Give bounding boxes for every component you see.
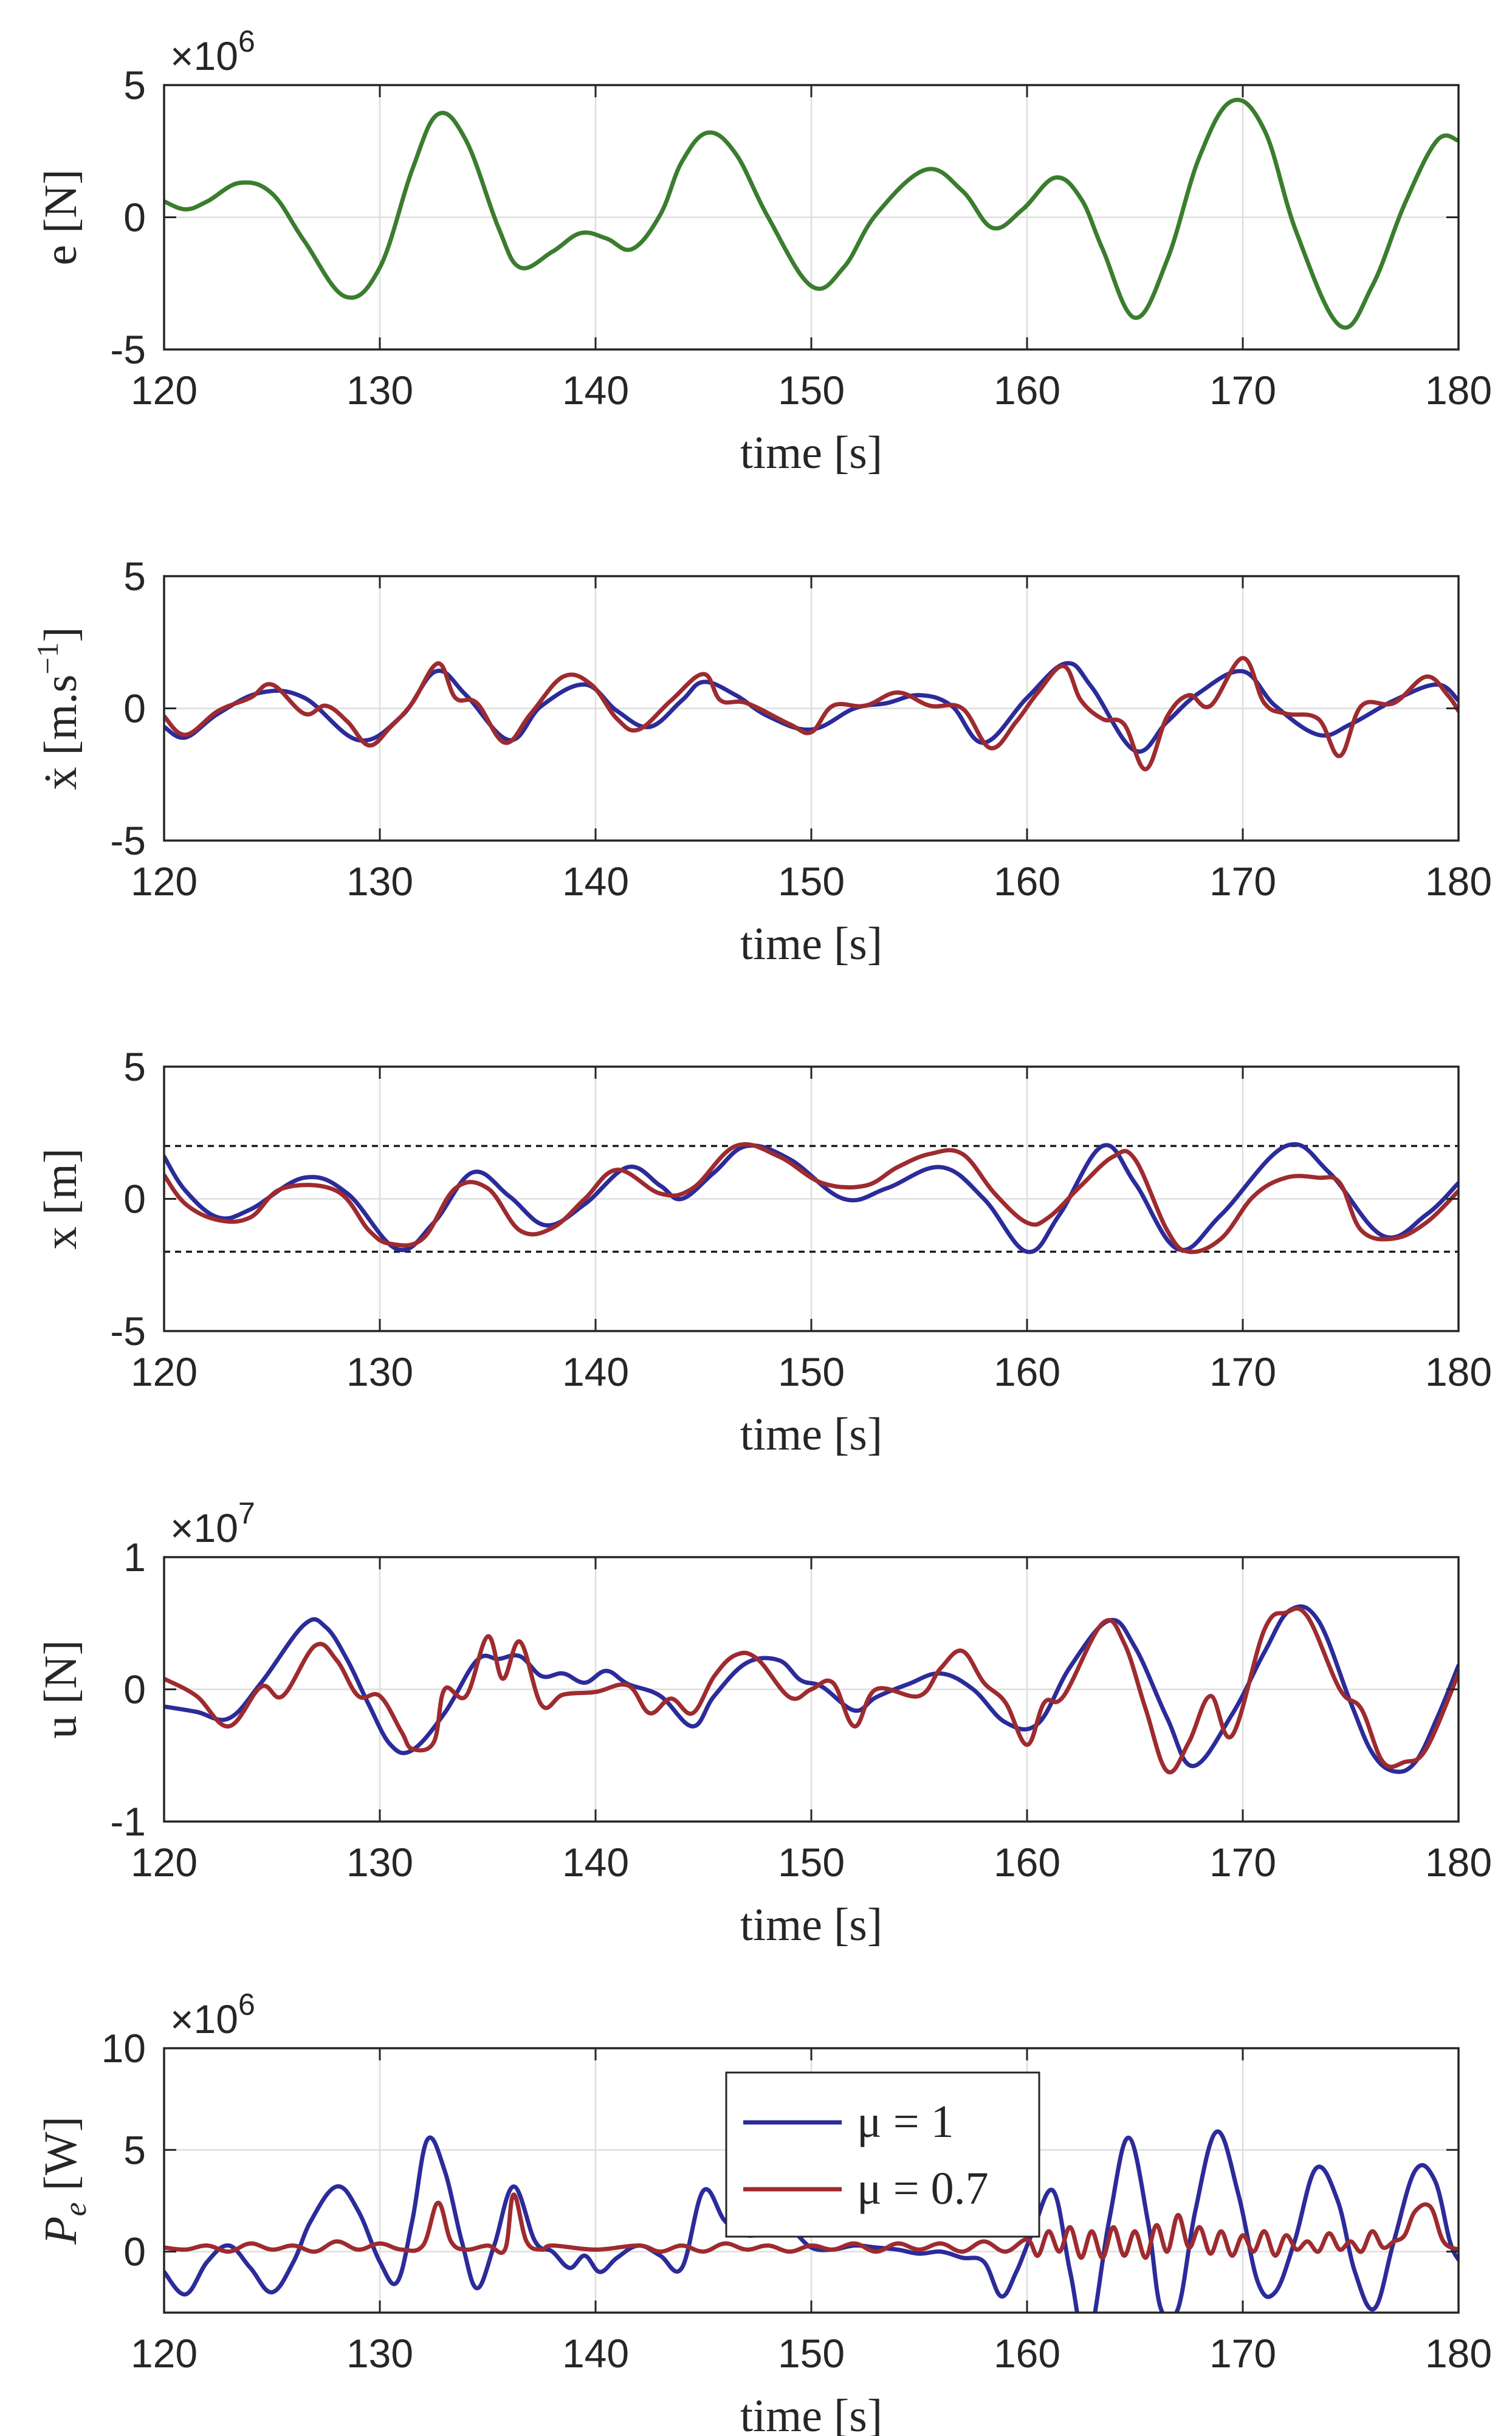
x-tick-label: 170 (1209, 368, 1276, 413)
x-tick-label: 180 (1425, 1840, 1492, 1885)
y-axis-label: u [N] (35, 1640, 86, 1739)
x-tick-label: 150 (778, 859, 845, 904)
y-tick-label: 10 (101, 2026, 146, 2071)
x-axis-label: time [s] (740, 1409, 882, 1460)
series-line (164, 1604, 1459, 1774)
y-tick-label: 5 (123, 2127, 146, 2172)
x-axis-label: time [s] (740, 427, 882, 478)
y-tick-label: -5 (110, 818, 146, 863)
x-tick-label: 120 (131, 859, 198, 904)
x-tick-label: 130 (346, 1840, 413, 1885)
legend-box (725, 2071, 1040, 2238)
x-tick-label: 170 (1209, 1349, 1276, 1394)
x-tick-label: 170 (1209, 859, 1276, 904)
y-tick-label: -5 (110, 1309, 146, 1354)
y-tick-label: 0 (123, 686, 146, 731)
x-tick-label: 120 (131, 1349, 198, 1394)
plot-e: 120 130 140 150 160 170 180 -5 0 5 time [s] e [N] ×1… (35, 24, 1492, 478)
exponent-multiplier: ×106 (170, 1987, 255, 2042)
x-tick-label: 150 (778, 368, 845, 413)
series-line (164, 2192, 1459, 2260)
x-tick-label: 160 (994, 859, 1060, 904)
plot-x: 120 130 140 150 160 170 180 -5 0 5 time [s] x [m] (35, 1044, 1492, 1460)
x-tick-label: 140 (562, 368, 629, 413)
x-tick-label: 160 (994, 1349, 1060, 1394)
series-line (164, 1142, 1459, 1254)
x-tick-label: 120 (131, 2331, 198, 2376)
x-tick-label: 130 (346, 1349, 413, 1394)
y-tick-label: 0 (123, 1667, 146, 1712)
x-tick-label: 150 (778, 2331, 845, 2376)
y-axis-label: e [N] (35, 169, 86, 265)
y-tick-label: 0 (123, 2229, 146, 2274)
y-tick-label: 0 (123, 1177, 146, 1222)
series-group (164, 2129, 1459, 2313)
x-tick-label: 120 (131, 368, 198, 413)
y-tick-label: -1 (110, 1799, 146, 1844)
series-line (164, 656, 1459, 771)
series-line (164, 2129, 1459, 2313)
exponent-multiplier: ×106 (170, 24, 255, 78)
y-tick-label: 5 (123, 554, 146, 599)
x-tick-label: 180 (1425, 859, 1492, 904)
x-tick-label: 160 (994, 1840, 1060, 1885)
x-tick-label: 130 (346, 368, 413, 413)
x-axis-label: time [s] (740, 2390, 882, 2436)
y-tick-label: 1 (123, 1535, 146, 1580)
y-tick-label: 0 (123, 195, 146, 240)
series-group (164, 656, 1459, 771)
x-axis-label: time [s] (740, 1899, 882, 1950)
legend-label: μ = 0.7 (857, 2163, 989, 2214)
plot-xdot: 120 130 140 150 160 170 180 -5 0 5 time [s] ẋ [m.s−… (30, 554, 1492, 969)
x-tick-label: 140 (562, 2331, 629, 2376)
series-group (164, 1604, 1459, 1775)
x-tick-label: 120 (131, 1840, 198, 1885)
x-tick-label: 170 (1209, 2331, 1276, 2376)
plot-pe: 120 130 140 150 160 170 180 0 5 10 time [s] Pe [W] ×… (35, 1987, 1492, 2436)
series-line (164, 1142, 1459, 1254)
plot-u: 120 130 140 150 160 170 180 -1 0 1 time [s] u [N] ×1… (35, 1496, 1492, 1950)
x-tick-label: 140 (562, 859, 629, 904)
x-tick-label: 130 (346, 859, 413, 904)
x-tick-label: 150 (778, 1840, 845, 1885)
legend-label: μ = 1 (857, 2096, 954, 2147)
x-tick-label: 140 (562, 1349, 629, 1394)
x-tick-label: 140 (562, 1840, 629, 1885)
y-tick-label: -5 (110, 327, 146, 372)
series-line (164, 1606, 1459, 1775)
legend: μ = 1 μ = 0.7 (725, 2071, 1040, 2238)
x-tick-label: 160 (994, 368, 1060, 413)
x-tick-label: 180 (1425, 2331, 1492, 2376)
y-axis-label: x [m] (35, 1148, 86, 1250)
y-tick-label: 5 (123, 63, 146, 108)
exponent-multiplier: ×107 (170, 1496, 255, 1550)
y-tick-label: 5 (123, 1044, 146, 1089)
series-group (164, 1142, 1459, 1254)
x-tick-label: 180 (1425, 368, 1492, 413)
x-axis-label: time [s] (740, 918, 882, 969)
series-line (164, 97, 1459, 330)
x-tick-label: 160 (994, 2331, 1060, 2376)
y-axis-label: ẋ [m.s−1] (30, 627, 86, 790)
y-axis-label: Pe [W] (35, 2116, 93, 2245)
x-tick-label: 150 (778, 1349, 845, 1394)
x-tick-label: 130 (346, 2331, 413, 2376)
series-group (164, 97, 1459, 330)
x-tick-label: 180 (1425, 1349, 1492, 1394)
x-tick-label: 170 (1209, 1840, 1276, 1885)
